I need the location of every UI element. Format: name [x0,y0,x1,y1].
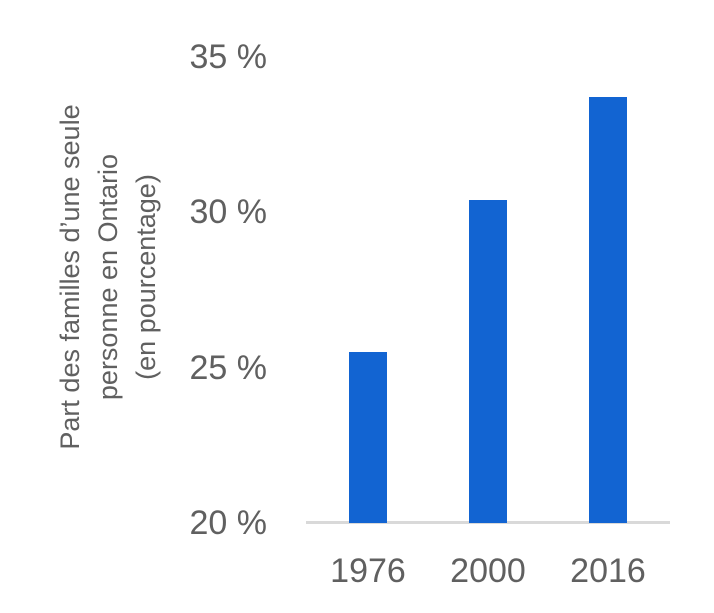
x-tick-label-2016: 2016 [570,552,646,590]
y-axis-title-line-3: (en pourcentage) [131,174,161,380]
y-axis-title-line-1: Part des familles d’une seule [55,104,85,450]
y-tick-label-30: 30 % [189,193,268,232]
y-axis-title: Part des familles d’une seule personne e… [51,67,165,487]
x-tick-label-1976: 1976 [330,552,406,590]
bar-1976 [349,352,387,523]
y-tick-label-35: 35 % [189,38,268,76]
x-tick-label-2000: 2000 [450,552,526,590]
bar-2016 [589,97,627,523]
bar-2000 [469,199,507,523]
y-axis-title-line-2: personne en Ontario [93,153,123,401]
y-tick-label-25: 25 % [189,348,268,387]
y-tick-label-20: 20 % [189,504,268,542]
